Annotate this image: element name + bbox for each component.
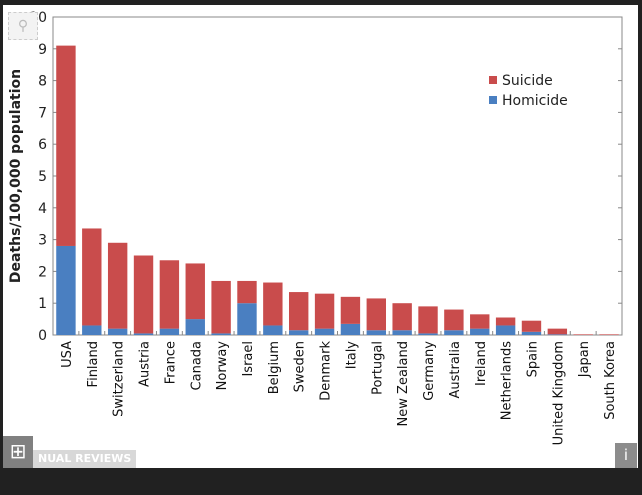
bar-suicide-denmark [314,293,335,329]
x-tick-label: France [163,341,178,384]
legend-swatch-suicide [489,76,497,84]
bar-suicide-spain [521,320,542,332]
bar-suicide-austria [133,255,154,334]
legend-label-suicide: Suicide [502,73,553,89]
bar-suicide-canada [185,263,205,320]
bar-homicide-ireland [470,328,490,335]
bar-suicide-new-zealand [392,303,412,331]
x-tick-label: Canada [189,341,204,390]
x-tick-label: Australia [448,341,463,399]
x-tick-label: Denmark [319,341,334,401]
bar-suicide-italy [340,296,361,324]
bar-suicide-netherlands [495,317,516,326]
bar-suicide-norway [211,280,231,334]
x-tick-label: South Korea [603,341,618,420]
y-tick-label: 6 [38,137,47,153]
x-tick-label: Finland [86,341,101,387]
y-tick-label: 2 [38,264,47,280]
watermark: NUAL REVIEWS [33,450,137,468]
bar-homicide-portugal [366,330,386,335]
x-tick-label: Ireland [474,341,489,386]
bar-homicide-austria [133,333,154,335]
x-tick-label: Sweden [293,341,308,392]
bar-homicide-belgium [263,325,283,335]
bar-homicide-spain [521,331,542,335]
bar-suicide-belgium [263,282,283,326]
bar-homicide-norway [211,333,231,335]
y-tick-label: 1 [38,296,47,312]
y-tick-label: 0 [38,328,47,344]
x-tick-label: Switzerland [112,341,127,417]
x-tick-label: Portugal [370,341,385,395]
bar-suicide-portugal [366,298,386,331]
x-tick-label: Spain [525,341,540,377]
bar-homicide-finland [82,325,102,335]
bar-suicide-south-korea [599,334,619,335]
bar-homicide-new-zealand [392,330,412,335]
bar-homicide-italy [340,323,361,335]
bar-homicide-united-kingdom [547,334,568,335]
x-tick-label: Israel [241,341,256,377]
x-tick-label: USA [60,341,75,368]
y-tick-label: 5 [38,169,47,185]
x-tick-label: Norway [215,341,230,391]
bar-homicide-australia [444,330,464,335]
bar-suicide-france [159,260,180,329]
bar-suicide-sweden [289,292,309,331]
legend-swatch-homicide [489,96,497,104]
y-tick-label: 8 [38,74,47,90]
x-tick-label: Italy [344,341,359,370]
plus-square-icon[interactable]: ⊞ [3,436,33,468]
y-axis-label: Deaths/100,000 population [8,69,24,283]
info-button[interactable]: i [615,443,637,468]
bar-suicide-united-kingdom [547,328,568,335]
bar-suicide-usa [56,45,76,246]
bar-homicide-usa [56,245,76,335]
x-tick-label: New Zealand [396,341,411,426]
bar-homicide-netherlands [495,325,516,335]
bar-homicide-france [159,328,180,335]
x-tick-label: Germany [422,341,437,401]
y-tick-label: 3 [38,233,47,249]
bar-suicide-switzerland [107,242,128,329]
image-viewer: 0 1 2 3 4 5 6 7 8 9 10 Deaths/100,000 population USA… [3,5,638,468]
bar-suicide-germany [418,306,438,334]
bar-homicide-israel [237,303,257,335]
bar-suicide-ireland [470,314,490,329]
bar-suicide-australia [444,309,464,331]
y-tick-label: 7 [38,105,47,121]
x-tick-label: Belgium [267,341,282,394]
bar-homicide-sweden [289,330,309,335]
bar-homicide-germany [418,333,438,335]
x-tick-label: Netherlands [500,341,515,420]
bar-suicide-japan [573,334,593,335]
bar-suicide-finland [82,228,102,326]
bar-homicide-canada [185,319,205,335]
x-tick-label: United Kingdom [551,341,566,445]
bar-suicide-israel [237,280,257,304]
magnifier-icon[interactable]: ⚲ [8,12,38,40]
legend-label-homicide: Homicide [502,93,568,109]
y-tick-label: 4 [38,201,47,217]
x-tick-label: Austria [138,341,153,387]
y-tick-label: 9 [38,42,47,58]
bar-homicide-denmark [314,328,335,335]
x-tick-label: Japan [577,341,592,378]
bar-homicide-switzerland [107,328,128,335]
